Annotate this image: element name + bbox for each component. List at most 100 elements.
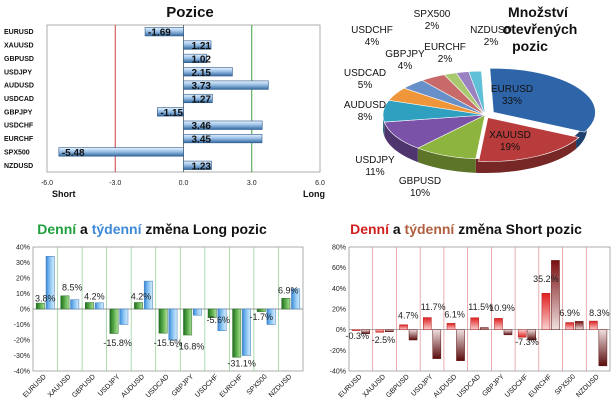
weekly-bar-audusd bbox=[143, 280, 153, 310]
daily-bar-gbpjpy bbox=[183, 308, 193, 336]
daily-bar-nzdusd bbox=[589, 320, 598, 330]
daily-bar-usdchf bbox=[517, 329, 527, 338]
data-label-xauusd: 8.5% bbox=[62, 282, 83, 292]
weekly-bar-nzdusd bbox=[291, 288, 301, 310]
pie-label-gbpjpy: GBPJPY bbox=[385, 49, 425, 60]
data-label-audusd: 6.1% bbox=[444, 309, 465, 319]
y-tick-label: -40% bbox=[14, 369, 30, 376]
pie-side-gbpusd bbox=[417, 148, 476, 173]
data-label-usdchf: -7.3% bbox=[515, 337, 539, 347]
pie-percent-xauusd: 19% bbox=[500, 142, 520, 153]
data-label-eurusd: 3.8% bbox=[35, 293, 56, 303]
daily-bar-nzdusd bbox=[281, 298, 291, 310]
data-label-usdcad: -15.6% bbox=[154, 338, 183, 348]
pie-side-usdjpy bbox=[384, 122, 418, 163]
category-label-audusd: AUDUSD bbox=[120, 373, 146, 399]
weekly-bar-gbpjpy bbox=[503, 329, 513, 336]
pie-label-usdcad: USDCAD bbox=[344, 68, 386, 79]
daily-bar-xauusd bbox=[60, 295, 70, 310]
daily-bar-eurusd bbox=[35, 302, 45, 310]
value-label-usdcad: 1.27 bbox=[192, 95, 212, 106]
data-label-gbpusd: 4.2% bbox=[84, 292, 105, 302]
y-tick-label: 20% bbox=[332, 307, 346, 314]
x-tick-label: 0.0 bbox=[179, 180, 189, 187]
title-part-2: týdenní bbox=[405, 221, 456, 237]
title-part-2: týdenní bbox=[92, 221, 143, 237]
pie-label-usdjpy: USDJPY bbox=[355, 155, 395, 166]
bar-eurusd bbox=[144, 27, 184, 37]
category-label-gbpusd: GBPUSD bbox=[385, 373, 411, 399]
x-tick-label: -3.0 bbox=[109, 180, 121, 187]
value-label-xauusd: 1.21 bbox=[192, 41, 212, 52]
title-part-3: změna Short pozic bbox=[454, 221, 582, 237]
category-label-eurusd: EURUSD bbox=[338, 373, 364, 399]
category-label-eurchf: EURCHF bbox=[219, 373, 245, 399]
category-label-usdchf: USDCHF bbox=[194, 373, 220, 399]
data-label-nzdusd: 8.3% bbox=[589, 308, 610, 318]
bar-xauusd bbox=[183, 40, 212, 50]
data-label-usdjpy: -15.8% bbox=[103, 338, 132, 348]
y-tick-label: 30% bbox=[16, 260, 30, 267]
daily-bar-gbpusd bbox=[399, 324, 408, 330]
y-tick-label: 40% bbox=[332, 286, 346, 293]
y-tick-label: 80% bbox=[332, 245, 346, 252]
category-label-audusd: AUDUSD bbox=[4, 83, 34, 90]
daily-bar-eurchf bbox=[541, 293, 551, 330]
bar-eurchf bbox=[183, 134, 263, 144]
pie-label-eurchf: EURCHF bbox=[424, 42, 466, 53]
daily-bar-eurusd bbox=[351, 329, 361, 331]
pie-label-spx500: SPX500 bbox=[414, 9, 451, 20]
category-label-gbpusd: GBPUSD bbox=[4, 56, 34, 63]
bar-usdjpy bbox=[183, 67, 233, 77]
category-label-xauusd: XAUUSD bbox=[4, 43, 34, 50]
long-axis-note: Long bbox=[303, 189, 325, 199]
category-label-xauusd: XAUUSD bbox=[47, 373, 73, 399]
x-tick-label: -6.0 bbox=[41, 180, 53, 187]
value-label-eurusd: -1.69 bbox=[148, 28, 171, 39]
data-label-audusd: 4.2% bbox=[131, 292, 152, 302]
pie-percent-eurusd: 33% bbox=[502, 96, 522, 107]
category-label-usdcad: USDCAD bbox=[145, 373, 171, 399]
daily-bar-usdjpy bbox=[423, 317, 432, 330]
pie-percent-gbpusd: 10% bbox=[410, 188, 430, 199]
pie-percent-usdcad: 5% bbox=[358, 80, 373, 91]
plot-area bbox=[348, 246, 611, 372]
pie-percent-usdchf: 4% bbox=[365, 37, 380, 48]
category-label-nzdusd: NZDUSD bbox=[575, 373, 601, 399]
pie-label-xauusd: XAUUSD bbox=[489, 130, 531, 141]
category-label-gbpusd: GBPUSD bbox=[71, 373, 97, 399]
weekly-bar-eurusd bbox=[45, 256, 55, 310]
pie-title-line-2: otevřených bbox=[503, 21, 578, 37]
pie-slice-usdjpy bbox=[383, 114, 486, 149]
long-change-chart: Denní a týdenní změna Long pozic 40% 30% 2… bbox=[14, 221, 304, 399]
pie-side-xauusd bbox=[475, 134, 577, 173]
y-tick-label: 60% bbox=[332, 265, 346, 272]
title-part-0: Denní bbox=[350, 221, 390, 237]
category-label-usdchf: USDCHF bbox=[4, 123, 34, 130]
y-tick-label: 0% bbox=[336, 327, 346, 334]
daily-bar-gbpusd bbox=[85, 302, 94, 310]
bar-nzdusd bbox=[183, 160, 212, 170]
pie-percent-audusd: 8% bbox=[358, 112, 373, 123]
weekly-bar-gbpjpy bbox=[193, 308, 202, 316]
category-label-usdjpy: USDJPY bbox=[4, 69, 32, 76]
daily-bar-spx500 bbox=[565, 322, 574, 330]
data-label-usdjpy: 11.7% bbox=[421, 302, 446, 312]
category-label-eurusd: EURUSD bbox=[22, 373, 48, 399]
x-tick-label: 6.0 bbox=[315, 180, 325, 187]
pie-label-eurusd: EURUSD bbox=[491, 84, 533, 95]
title-part-0: Denní bbox=[37, 221, 77, 237]
category-label-gbpjpy: GBPJPY bbox=[171, 373, 196, 398]
title-part-3: změna Long pozic bbox=[142, 221, 267, 237]
category-label-nzdusd: NZDUSD bbox=[268, 373, 294, 399]
weekly-bar-usdjpy bbox=[119, 308, 129, 325]
pie-label-usdchf: USDCHF bbox=[351, 25, 393, 36]
pie-label-audusd: AUDUSD bbox=[344, 100, 386, 111]
y-tick-label: 20% bbox=[16, 276, 30, 283]
y-tick-label: -20% bbox=[330, 348, 346, 355]
pie-title-line-1: Množství bbox=[508, 4, 569, 20]
category-label-eurusd: EURUSD bbox=[4, 29, 34, 36]
daily-bar-usdcad bbox=[470, 317, 480, 330]
daily-bar-usdchf bbox=[207, 308, 217, 318]
data-label-gbpjpy: -16.8% bbox=[176, 341, 205, 351]
